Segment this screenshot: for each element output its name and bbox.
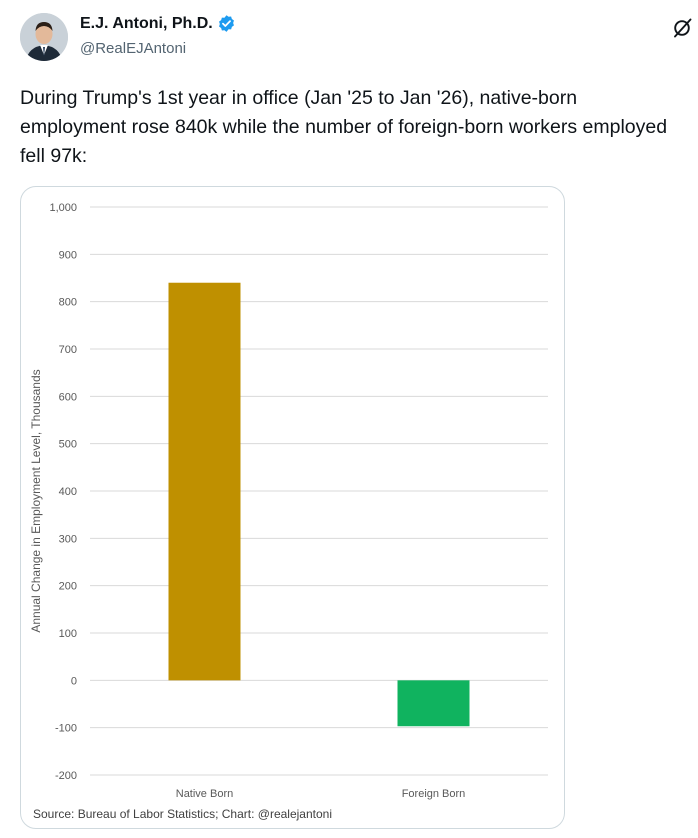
chart-source: Source: Bureau of Labor Statistics; Char…: [33, 807, 332, 821]
y-tick-label: 600: [59, 391, 77, 403]
y-tick-label: 0: [71, 675, 77, 687]
verified-badge-icon[interactable]: [217, 14, 236, 33]
grok-icon[interactable]: [670, 16, 694, 40]
y-tick-label: -200: [55, 770, 77, 782]
y-tick-label: 200: [59, 581, 77, 593]
display-name[interactable]: E.J. Antoni, Ph.D.: [80, 14, 236, 33]
y-tick-label: 900: [59, 249, 77, 261]
y-tick-label: 100: [59, 628, 77, 640]
y-tick-label: 500: [59, 439, 77, 451]
y-tick-label: 300: [59, 533, 77, 545]
avatar[interactable]: [20, 13, 68, 61]
y-tick-label: 700: [59, 344, 77, 356]
handle[interactable]: @RealEJAntoni: [80, 40, 187, 57]
bar-native-born: [168, 282, 241, 681]
y-axis-title: Annual Change in Employment Level, Thous…: [29, 369, 43, 632]
display-name-text[interactable]: E.J. Antoni, Ph.D.: [80, 14, 213, 32]
y-tick-label: 400: [59, 486, 77, 498]
tweet-text: During Trump's 1st year in office (Jan '…: [20, 87, 668, 167]
bar-foreign-born: [397, 680, 470, 727]
bar-chart: -200 -100 0 100 200 300 400 500 600 700 800 900 1,00…: [29, 202, 548, 821]
x-category-label: Native Born: [176, 788, 233, 800]
chart-image[interactable]: -200 -100 0 100 200 300 400 500 600 700 800 900 1,00…: [20, 186, 565, 829]
y-tick-label: 800: [59, 297, 77, 309]
profile-photo: [20, 13, 68, 61]
y-tick-label: 1,000: [49, 202, 77, 214]
y-tick-label: -100: [55, 723, 77, 735]
x-category-label: Foreign Born: [402, 788, 466, 800]
